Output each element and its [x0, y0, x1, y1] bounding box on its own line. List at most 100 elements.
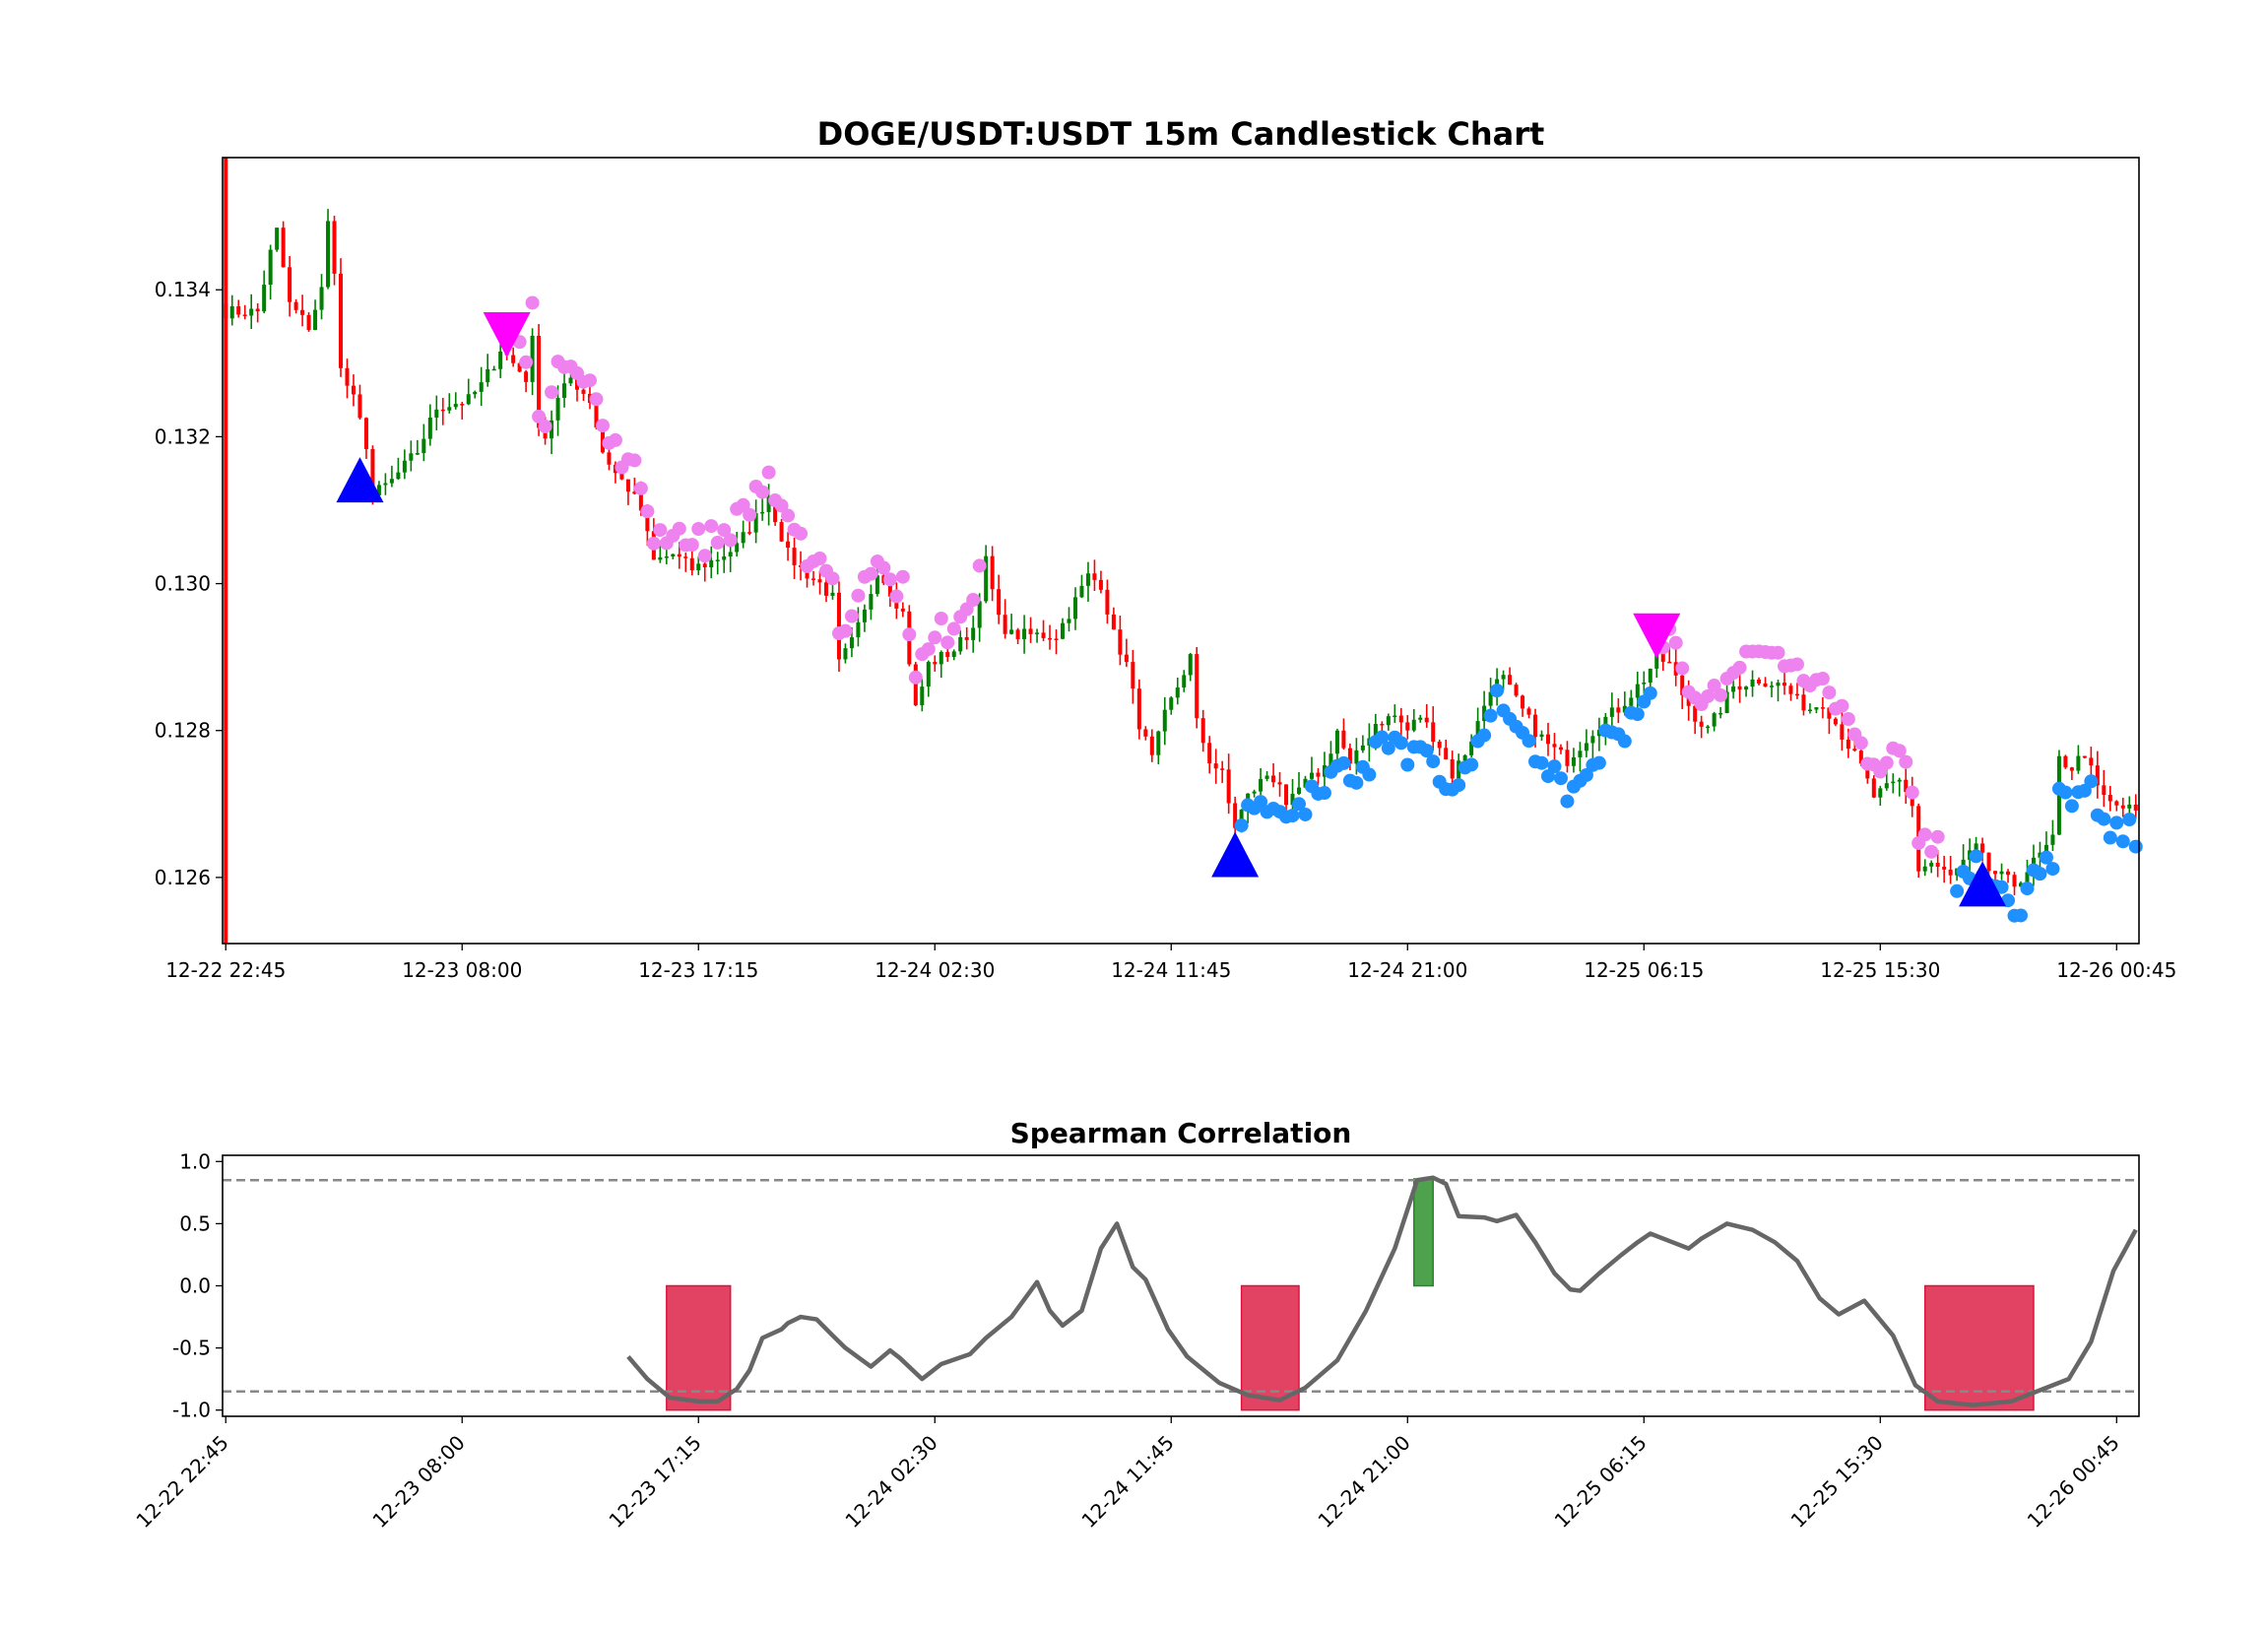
candle-body [511, 355, 516, 363]
trailing-stop-dot-short [844, 609, 859, 623]
candle-body [1207, 743, 1212, 764]
trailing-stop-dot-long [2020, 881, 2035, 896]
candle-body [1200, 718, 1205, 744]
candle-body [1622, 705, 1627, 713]
candle-body [1182, 675, 1187, 688]
trailing-stop-dot-short [589, 392, 604, 407]
trailing-stop-dot-long [1522, 734, 1536, 749]
candle-body [249, 308, 254, 316]
x-tick-label: 12-23 17:15 [638, 958, 758, 982]
candle-body [900, 608, 905, 612]
candle-body [1488, 691, 1493, 706]
candle-body [262, 285, 267, 312]
trailing-stop-dot-long [1477, 728, 1492, 743]
x-tick-label: 12-22 22:45 [165, 958, 286, 982]
candle-body [1334, 730, 1339, 754]
candle-body [933, 662, 938, 665]
candle-body [2114, 801, 2119, 806]
candle-body [1680, 675, 1685, 695]
candle-body [1571, 756, 1576, 766]
candle-body [447, 407, 452, 411]
candle-body [1424, 717, 1429, 723]
y-tick-label: 0.128 [155, 719, 211, 743]
candle-body [1444, 748, 1449, 759]
trailing-stop-dot-long [1400, 757, 1415, 772]
trailing-stop-dot-short [761, 465, 776, 480]
trailing-stop-dot-short [717, 523, 732, 538]
trailing-stop-dot-short [1905, 785, 1919, 800]
candle-body [1156, 731, 1161, 755]
candle-body [1852, 749, 1857, 751]
trailing-stop-dot-long [1254, 795, 1268, 810]
candle-body [351, 385, 356, 395]
trailing-stop-dot-long [2064, 799, 2079, 814]
candle-body [1149, 736, 1154, 755]
candle-body [1354, 750, 1359, 764]
x-tick-label: 12-24 21:00 [1347, 958, 1467, 982]
candle-body [370, 448, 375, 495]
candle-body [1067, 619, 1071, 623]
candle-body [224, 303, 228, 319]
trailing-stop-dot-long [2115, 834, 2130, 849]
candle-body [1380, 723, 1385, 726]
trailing-stop-dot-short [545, 385, 559, 400]
trailing-stop-dot-short [825, 571, 840, 586]
x-tick-label: 12-24 02:30 [875, 958, 995, 982]
trailing-stop-dot-short [672, 521, 686, 536]
candle-body [2006, 871, 2011, 876]
candle-body [1731, 685, 1736, 692]
candle-body [1188, 654, 1193, 676]
trailing-stop-dot-short [946, 621, 961, 636]
candle-body [594, 403, 599, 428]
trailing-stop-dot-long [1393, 736, 1408, 751]
candle-body [1961, 859, 1966, 869]
candle-body [1718, 713, 1723, 715]
candle-body [581, 389, 586, 394]
candle-body [409, 453, 414, 461]
candle-body [1092, 573, 1097, 580]
candle-body [1508, 675, 1513, 685]
trailing-stop-dot-short [538, 419, 552, 433]
candle-body [1124, 654, 1129, 663]
candle-body [288, 267, 292, 302]
candle-body [1750, 680, 1755, 687]
candle-body [709, 560, 714, 568]
x-tick-label: 12-25 15:30 [1820, 958, 1940, 982]
trailing-stop-dot-long [1464, 757, 1479, 772]
candle-body [1169, 697, 1174, 710]
candle-body [332, 221, 337, 274]
trailing-stop-dot-short [1707, 679, 1721, 693]
candle-body [2133, 804, 2138, 811]
candle-body [1814, 707, 1819, 710]
trailing-stop-dot-short [582, 373, 597, 388]
candle-body [1462, 754, 1467, 761]
trailing-stop-dot-long [2084, 774, 2099, 789]
candle-body [722, 556, 727, 560]
candle-body [887, 583, 892, 597]
trailing-stop-dot-short [608, 432, 622, 447]
trailing-stop-dot-long [1419, 744, 1434, 758]
trailing-stop-dot-short [851, 588, 866, 603]
buy-signal-marker [1959, 861, 2007, 907]
candlestick-chart-title: DOGE/USDT:USDT 15m Candlestick Chart [817, 115, 1545, 153]
candle-body [1035, 632, 1040, 634]
plot-frame [222, 157, 2140, 945]
candle-body [600, 427, 605, 453]
candle-body [2095, 765, 2100, 786]
candle-body [300, 309, 305, 315]
trailing-stop-dot-short [895, 569, 910, 584]
y-tick-label: 1.0 [179, 1149, 211, 1173]
trailing-stop-dot-short [595, 419, 610, 433]
candle-body [1846, 739, 1850, 750]
candle-body [1521, 695, 1525, 709]
candle-body [268, 249, 273, 286]
candle-body [1763, 683, 1768, 687]
candle-body [1514, 685, 1519, 696]
trailing-stop-dot-short [966, 592, 981, 607]
trailing-stop-dot-long [1547, 759, 1562, 774]
candle-body [1226, 769, 1231, 804]
candle-body [2107, 795, 2112, 802]
candle-body [1111, 614, 1116, 630]
candle-body [1770, 685, 1775, 687]
candle-body [658, 556, 663, 560]
